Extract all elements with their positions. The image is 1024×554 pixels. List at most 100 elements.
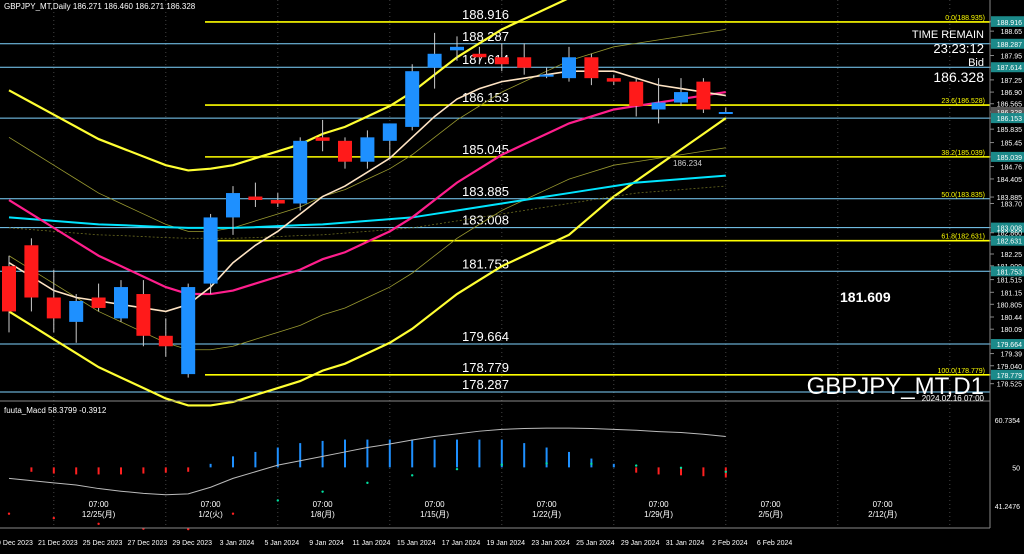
level-label: 179.664: [462, 329, 509, 344]
bear-candle: [517, 57, 532, 68]
low-annotation: 181.609: [840, 289, 891, 305]
symbol-watermark: GBPJPY_MT,D1: [807, 373, 984, 400]
y-tick-label: 185.039: [997, 155, 1022, 162]
y-tick-label: 187.25: [1001, 78, 1023, 85]
bear-candle: [158, 335, 173, 347]
bull-candle: [382, 123, 397, 141]
bear-candle: [136, 294, 151, 336]
bull-candle: [293, 140, 308, 204]
macd-tick-label: 60.7354: [995, 418, 1020, 425]
level-lines: 188.916 0.0(188.935)188.287187.614186.153…: [0, 7, 990, 393]
y-tick-label: 187.95: [1001, 54, 1023, 61]
macd-signal-dot: [545, 462, 548, 465]
bear-candle: [248, 196, 263, 201]
y-tick-label: 188.65: [1001, 29, 1023, 36]
fibo-label: 0.0(188.935): [945, 15, 985, 22]
bollinger-bands: [8, 0, 727, 407]
bear-candle: [606, 78, 621, 82]
y-tick-badge: [991, 151, 1024, 162]
macd-tick-label: 50: [1012, 465, 1020, 472]
y-tick-label: 180.44: [1001, 315, 1023, 322]
x-date-label: 19 Dec 2023: [0, 540, 33, 547]
candles: [2, 32, 733, 378]
x-day-label: 12/25(月): [82, 510, 116, 519]
x-date-label: 29 Dec 2023: [172, 540, 212, 547]
x-time-label: 07:00: [425, 500, 446, 509]
bull-candle: [674, 92, 688, 103]
upper-band-inner: [8, 29, 726, 232]
level-label: 188.916: [462, 7, 509, 22]
bear-candle: [270, 200, 285, 204]
fibo-label: 50.0(183.835): [941, 192, 985, 199]
x-date-label: 2 Feb 2024: [712, 540, 748, 547]
x-day-label: 1/22(月): [532, 510, 561, 519]
ma-fast-line: [8, 70, 726, 313]
macd-signal-dot: [679, 466, 683, 470]
bull-candle: [69, 300, 84, 322]
x-date-label: 3 Jan 2024: [220, 540, 255, 547]
x-date-label: 25 Jan 2024: [576, 540, 615, 547]
time-remain-label: TIME REMAIN: [912, 29, 984, 41]
bull-candle: [450, 46, 464, 51]
x-date-label: 11 Jan 2024: [352, 540, 390, 547]
small-level-annotation: 186.234: [673, 159, 702, 168]
bid-label: Bid: [968, 57, 984, 69]
macd-signal-dot: [231, 512, 235, 515]
x-date-label: 27 Dec 2023: [128, 540, 168, 547]
y-tick-badge: [991, 222, 1024, 233]
macd-signal-dot: [276, 499, 279, 502]
level-label: 178.287: [462, 377, 509, 392]
y-tick-badge: [991, 339, 1024, 350]
bull-candle: [181, 287, 196, 375]
x-date-label: 9 Jan 2024: [309, 540, 344, 547]
bear-candle: [472, 53, 487, 58]
fibo-label: 61.8(182.631): [941, 234, 985, 241]
bear-candle: [46, 297, 61, 319]
y-tick-label: 180.805: [997, 302, 1022, 309]
y-tick-label: 186.90: [1001, 90, 1023, 97]
y-tick-label: 185.835: [997, 127, 1022, 134]
bull-candle: [718, 111, 733, 114]
y-tick-label: 188.287: [997, 42, 1022, 49]
macd-signal-dot: [500, 463, 503, 466]
bull-candle: [203, 217, 218, 284]
x-date-label: 25 Dec 2023: [83, 540, 123, 547]
ma-slow-line: [8, 174, 726, 229]
time-axis: 19 Dec 2023 21 Dec 2023 25 Dec 2023 27 Dec …: [0, 500, 897, 547]
macd-signal-dot: [97, 522, 100, 526]
level-label: 178.779: [462, 360, 509, 375]
x-day-label: 1/15(月): [420, 510, 449, 519]
x-time-label: 07:00: [313, 500, 334, 509]
y-tick-label: 179.664: [997, 342, 1022, 349]
y-tick-label: 184.405: [997, 177, 1022, 184]
y-tick-badge: [991, 106, 1024, 117]
y-tick-label: 186.153: [997, 116, 1022, 123]
bear-candle: [629, 81, 644, 107]
x-time-label: 07:00: [201, 500, 222, 509]
macd-signal-dot: [411, 474, 414, 477]
x-date-label: 29 Jan 2024: [621, 540, 660, 547]
x-time-label: 07:00: [89, 500, 110, 509]
window-title: GBPJPY_MT,Daily 186.271 186.460 186.271 …: [4, 2, 196, 11]
x-date-label: 23 Jan 2024: [531, 540, 570, 547]
y-tick-badge: [991, 113, 1024, 124]
macd-signal-dot: [455, 467, 459, 471]
x-date-label: 15 Jan 2024: [397, 540, 436, 547]
x-date-label: 19 Jan 2024: [487, 540, 526, 547]
bull-candle: [226, 193, 240, 218]
fibo-label: 100.0(178.779): [938, 368, 985, 375]
x-day-label: 2/5(月): [758, 510, 783, 519]
bull-candle: [360, 137, 375, 162]
y-tick-label: 178.525: [997, 382, 1022, 389]
x-day-label: 1/29(月): [644, 510, 673, 519]
y-tick-badge: [991, 235, 1024, 246]
bid-value: 186.328: [933, 69, 984, 85]
x-date-label: 31 Jan 2024: [666, 540, 705, 547]
macd-signal-dot: [7, 512, 11, 515]
bear-candle: [584, 57, 599, 79]
level-label: 183.008: [462, 213, 509, 228]
vertical-grid: [53, 0, 951, 528]
y-tick-label: 182.631: [997, 239, 1022, 246]
